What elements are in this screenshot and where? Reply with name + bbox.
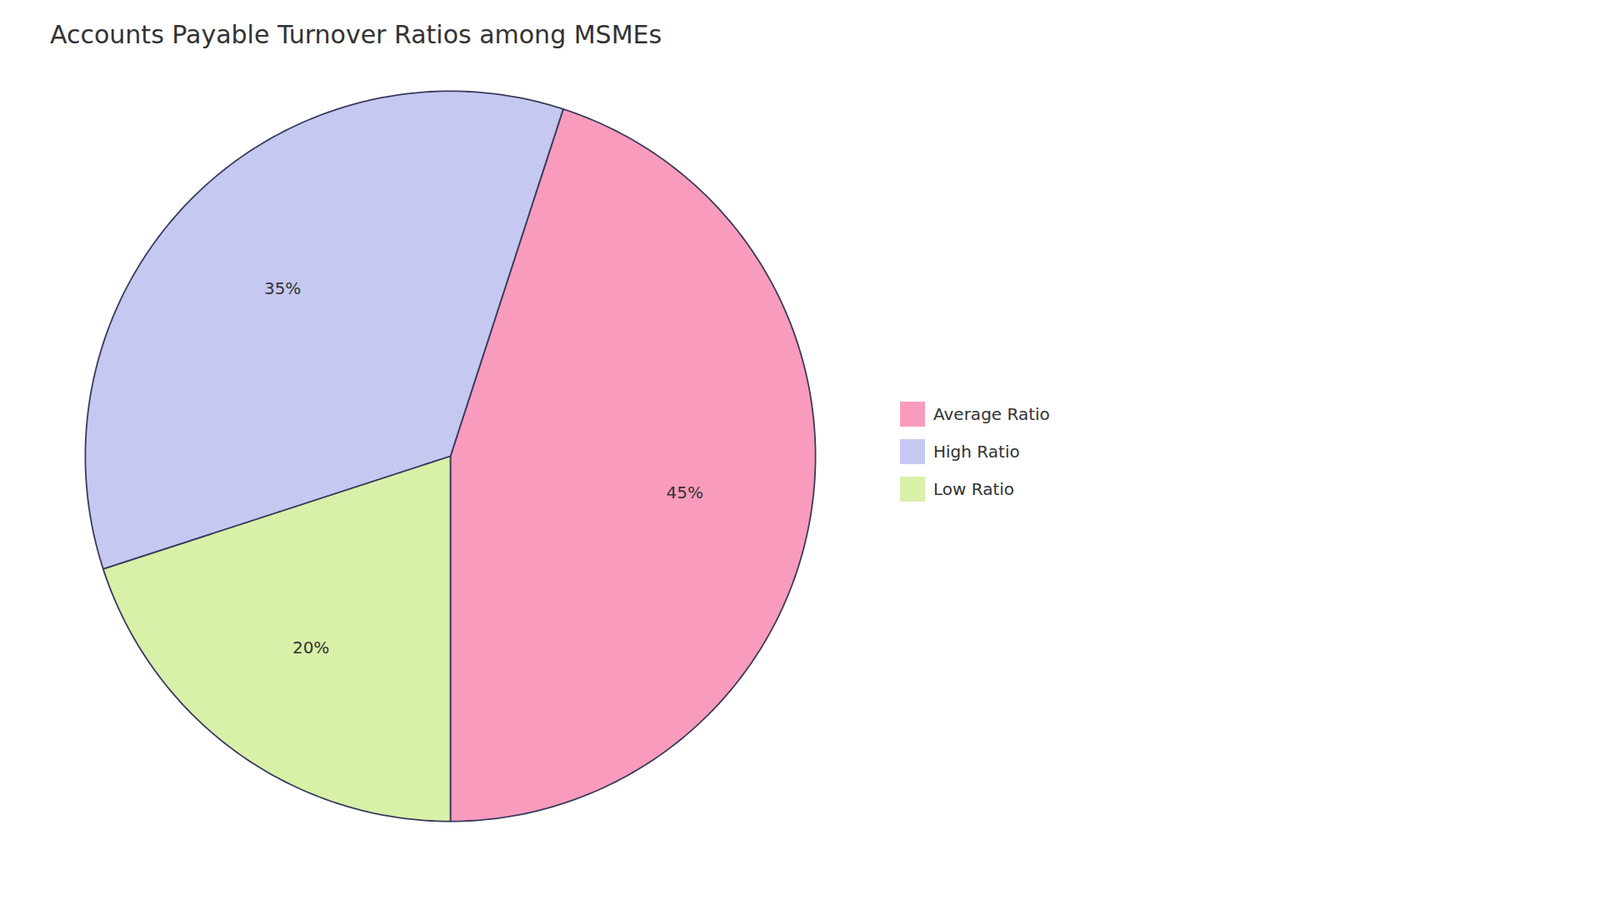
svg-text:20%: 20% bbox=[292, 637, 330, 658]
html-text:Low Ratio: Low Ratio bbox=[933, 478, 1015, 499]
svg-text:45%: 45% bbox=[666, 482, 704, 503]
svg-text:35%: 35% bbox=[264, 278, 301, 299]
html-text:Accounts Payable Turnover Rati: Accounts Payable Turnover Ratios among M… bbox=[50, 20, 662, 50]
html-text:Average Ratio: Average Ratio bbox=[933, 403, 1050, 424]
html-text:High Ratio: High Ratio bbox=[933, 441, 1020, 462]
